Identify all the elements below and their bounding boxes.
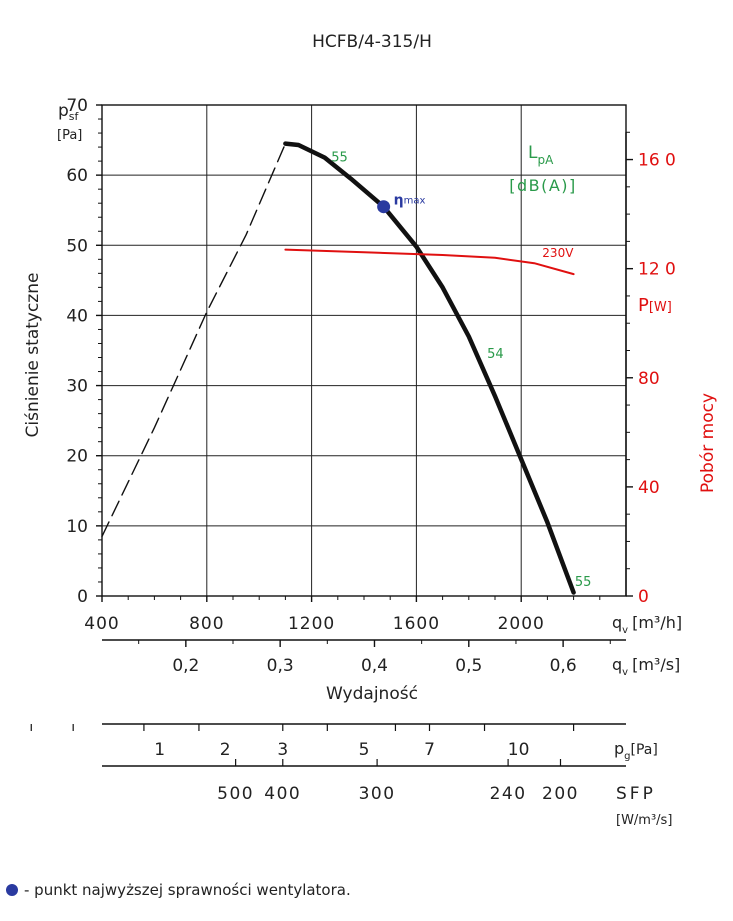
y-tick-label: 0 bbox=[77, 587, 88, 607]
pg-tick-label: 3 bbox=[277, 740, 288, 760]
y2-tick-label: 40 bbox=[638, 478, 660, 498]
chart-annotations: 55 54 55 ηmax bbox=[331, 151, 591, 590]
x-axis-m3s-symbol: qv [m³/s] bbox=[612, 655, 680, 678]
eta-max-label: ηmax bbox=[394, 193, 426, 209]
x-tick-label-m3s: 0,6 bbox=[550, 656, 577, 676]
x-tick-label-m3s: 0,3 bbox=[267, 656, 294, 676]
pg-tick-label: 10 bbox=[508, 740, 530, 760]
sfp-tick-label: 500 bbox=[217, 784, 254, 804]
y2-axis-ticks: 0 40 80 12 0 16 0 bbox=[625, 131, 676, 607]
x-axes: qv [m³/h] 400 800 1200 1600 2000 0,2 0,3 0,4 0,5 0,… bbox=[84, 596, 682, 678]
pg-tick-label: 2 bbox=[220, 740, 231, 760]
pg-tick-label: 1 bbox=[154, 740, 165, 760]
y2-tick-label: 12 0 bbox=[638, 260, 676, 280]
y-axis-unit: [Pa] bbox=[57, 128, 82, 143]
y2-axis-symbol: P[W] bbox=[638, 295, 672, 316]
x-tick-label-m3s: 0,5 bbox=[455, 656, 482, 676]
y-tick-label: 30 bbox=[66, 377, 88, 397]
x-tick-label-m3h: 800 bbox=[189, 614, 224, 634]
footnote-text: - punkt najwyższej sprawności wentylator… bbox=[24, 881, 351, 899]
y2-tick-label: 80 bbox=[638, 369, 660, 389]
sfp-scale-label: SFP bbox=[616, 784, 656, 804]
noise-level-label: 55 bbox=[575, 575, 592, 590]
x-tick-label-m3h: 400 bbox=[84, 614, 119, 634]
y2-axis-label: Pobór mocy bbox=[698, 393, 718, 493]
y-tick-label: 10 bbox=[66, 517, 88, 537]
y-axis-symbol: psf bbox=[58, 101, 80, 123]
sfp-tick-label: 400 bbox=[264, 784, 301, 804]
x-tick-label-m3s: 0,2 bbox=[172, 656, 199, 676]
lpa-unit: [dB(A)] bbox=[509, 176, 577, 195]
x-tick-label-m3s: 0,4 bbox=[361, 656, 388, 676]
pressure-sfp-scales: 1 2 3 5 7 10 pg[Pa] 500 400 300 240 200 SFP [W/m³/s] bbox=[30, 723, 672, 828]
y-tick-label: 50 bbox=[66, 236, 88, 256]
x-axis-m3h-symbol: qv [m³/h] bbox=[612, 613, 682, 636]
y2-tick-label: 0 bbox=[638, 587, 649, 607]
noise-level-label: 55 bbox=[331, 151, 348, 166]
lpa-label: LpA bbox=[528, 143, 554, 167]
y-tick-label: 60 bbox=[66, 166, 88, 186]
sfp-tick-label: 200 bbox=[542, 784, 579, 804]
power-curve bbox=[284, 248, 575, 276]
power-curve-label: 230V bbox=[542, 246, 574, 260]
x-tick-label-m3h: 1200 bbox=[288, 614, 335, 634]
sfp-scale-unit: [W/m³/s] bbox=[616, 813, 672, 828]
chart-title: HCFB/4-315/H bbox=[312, 32, 432, 52]
pg-scale-label: pg[Pa] bbox=[614, 739, 658, 762]
pg-tick-label: 5 bbox=[359, 740, 370, 760]
x-tick-label-m3h: 2000 bbox=[498, 614, 545, 634]
eta-max-marker bbox=[377, 200, 391, 214]
sfp-tick-label: 240 bbox=[490, 784, 527, 804]
noise-level-label: 54 bbox=[487, 347, 504, 362]
y-tick-label: 70 bbox=[66, 96, 88, 116]
x-tick-label-m3h: 1600 bbox=[393, 614, 440, 634]
chart-curves: 230V bbox=[101, 141, 576, 595]
fan-performance-chart: HCFB/4-315/H psf [Pa] Ciśnienie statyczn… bbox=[23, 32, 718, 828]
y2-tick-label: 16 0 bbox=[638, 151, 676, 171]
y-tick-label: 20 bbox=[66, 447, 88, 467]
footnote: - punkt najwyższej sprawności wentylator… bbox=[6, 881, 351, 899]
eta-max-marker-icon bbox=[6, 884, 18, 896]
sfp-tick-label: 300 bbox=[359, 784, 396, 804]
y-tick-label: 40 bbox=[66, 306, 88, 326]
pg-tick-label: 7 bbox=[424, 740, 435, 760]
unstable-region-curve bbox=[101, 142, 287, 538]
x-axis-label: Wydajność bbox=[326, 684, 418, 704]
y-axis-label: Ciśnienie statyczne bbox=[23, 273, 43, 438]
pressure-curve bbox=[283, 141, 576, 595]
y-axis-ticks: 0 10 20 30 40 50 60 70 bbox=[66, 96, 102, 607]
